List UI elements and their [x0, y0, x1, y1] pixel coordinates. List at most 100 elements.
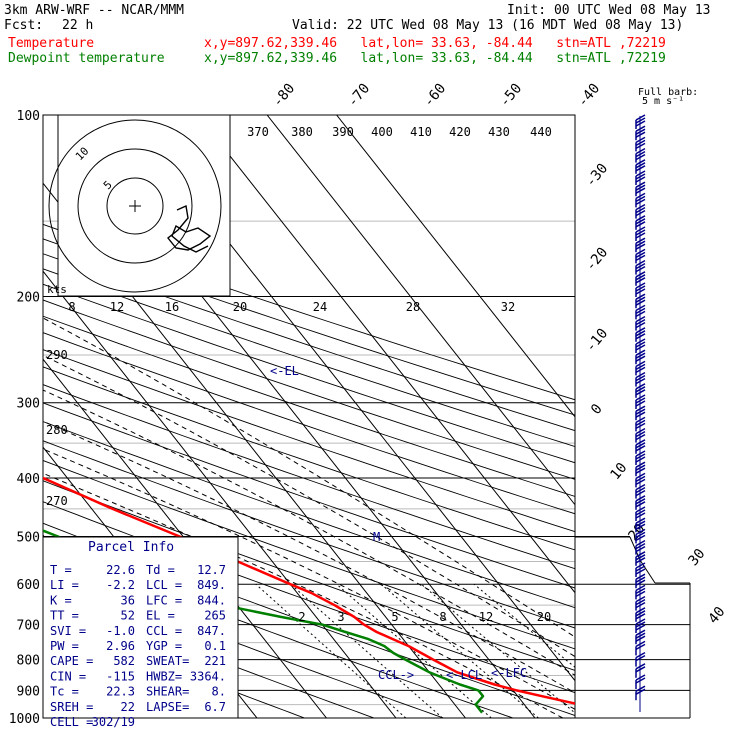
parcel-row-label-2: Td =: [146, 563, 175, 577]
theta-side-label: 270: [46, 494, 68, 508]
parcel-row-label: CAPE =: [50, 654, 93, 668]
parcel-row-value-2: 844.: [197, 593, 226, 607]
parcel-row-label-2: YGP =: [146, 639, 182, 653]
dry-adiabat-line: [43, 315, 575, 497]
parcel-row-label: T =: [50, 563, 72, 577]
theta-label: 430: [488, 125, 510, 139]
theta-label: 390: [332, 125, 354, 139]
moist-adiabat-line: [43, 317, 575, 638]
parcel-row-label-2: SWEAT=: [146, 654, 189, 668]
pressure-tick-label: 800: [17, 654, 40, 669]
isotherm-label: -80: [270, 81, 299, 111]
isotherm-line: [336, 115, 575, 418]
pressure-tick-label: 1000: [9, 712, 40, 727]
pressure-tick-label: 100: [17, 109, 40, 124]
parcel-row-label: TT =: [50, 609, 79, 623]
pressure-tick-label: 600: [17, 578, 40, 593]
moist-adiabat-line: [43, 354, 575, 658]
dry-adiabat-line: [43, 268, 575, 448]
parcel-row-value: -2.2: [106, 578, 135, 592]
parcel-row-label: CELL =: [50, 715, 93, 729]
wind-barbs: [635, 114, 646, 712]
dry-adiabat-line: [43, 402, 575, 589]
parcel-info-background: [42, 536, 239, 719]
temperature-legend-info: x,y=897.62,339.46 lat,lon= 33.63, -84.44…: [204, 36, 666, 51]
dry-adiabat-line: [43, 349, 575, 533]
parcel-row-value-2: 221: [204, 654, 226, 668]
pressure-tick-label: 200: [17, 291, 40, 306]
parcel-row-value: 52: [121, 609, 135, 623]
isotherm-label: 40: [705, 604, 728, 627]
parcel-row-value-2: 6.7: [204, 700, 226, 714]
parcel-info-box: Parcel Info T = 22.6 Td = 12.7 LI = -2.2 LCL = 8…: [42, 536, 239, 729]
mixing-ratio-line: [380, 583, 539, 718]
isotherm-line: [197, 115, 575, 594]
parcel-row-value: 582: [113, 654, 135, 668]
hodograph-speed-tick: 32: [501, 300, 515, 314]
mixing-ratio-label: 12: [479, 610, 493, 624]
hodograph-trace: [167, 204, 212, 253]
dry-adiabat-line: [43, 299, 575, 480]
parcel-row-label: CIN =: [50, 669, 86, 683]
isotherm-label: -20: [583, 245, 612, 275]
hodograph-speed-tick: 12: [110, 300, 124, 314]
lfc-annotation: <-LFC: [491, 666, 527, 680]
diagram-frame: [42, 114, 691, 719]
isotherm-label: 10: [607, 460, 630, 483]
barb-legend-title: Full barb:: [638, 87, 698, 98]
parcel-row-label-2: SHEAR=: [146, 685, 189, 699]
parcel-row-label: LI =: [50, 578, 79, 592]
dry-adiabat-line: [43, 591, 375, 718]
isotherm-label: -10: [583, 326, 612, 356]
theta-label: 420: [449, 125, 471, 139]
isotherm-label: -70: [345, 81, 374, 111]
parcel-row-label-2: LCL =: [146, 578, 182, 592]
parcel-row-label-2: EL =: [146, 609, 175, 623]
temperature-legend-label: Temperature: [8, 36, 95, 51]
theta-label: 410: [410, 125, 432, 139]
dry-adiabat-line: [43, 332, 575, 515]
pressure-tick-label: 700: [17, 619, 40, 634]
parcel-row-value: 22: [121, 700, 135, 714]
hodograph-ring: [106, 177, 164, 235]
dry-adiabat-line: [43, 283, 575, 464]
parcel-row-value-2: 265: [204, 609, 226, 623]
hodograph-speed-tick: 20: [233, 300, 247, 314]
moist-adiabat-line: [43, 420, 575, 694]
isotherm-line: [266, 115, 575, 506]
plot-border: [42, 114, 576, 719]
barb-legend-units: 5 m s⁻¹: [642, 96, 684, 107]
dewpoint-legend-info: x,y=897.62,339.46 lat,lon= 33.63, -84.44…: [204, 51, 666, 66]
dry-adiabat-line: [43, 480, 575, 671]
ccl-annotation: CCL->: [378, 668, 414, 682]
dry-adiabat-line: [43, 567, 444, 718]
parcel-row-label-2: HWBZ=: [146, 669, 182, 683]
dewpoint-legend-label: Dewpoint temperature: [8, 51, 165, 66]
dry-adiabat-line: [43, 238, 575, 416]
hodograph-speed-tick: 16: [165, 300, 179, 314]
pressure-tick-label: 300: [17, 397, 40, 412]
parcel-row-value-2: 3364.: [190, 669, 226, 683]
parcel-row-label-2: LFC =: [146, 593, 182, 607]
mixing-ratio-line: [290, 583, 443, 718]
parcel-row-value: 302/19: [92, 715, 135, 729]
hodograph-speed-tick: 28: [406, 300, 420, 314]
dry-adiabat-line: [43, 253, 575, 432]
parcel-row-value: 22.6: [106, 563, 135, 577]
parcel-row-value: -115: [106, 669, 135, 683]
parcel-row-label: K =: [50, 593, 72, 607]
hodograph-speed-tick: 24: [313, 300, 327, 314]
moist-adiabat-line: [43, 389, 575, 676]
parcel-row-value-2: 8.: [212, 685, 226, 699]
init-time: Init: 00 UTC Wed 08 May 13: [507, 3, 711, 18]
parcel-row-label: PW =: [50, 639, 79, 653]
mixing-ratio-line: [420, 583, 575, 714]
theta-label: 440: [530, 125, 552, 139]
parcel-row-label: SVI =: [50, 624, 86, 638]
theta-label: 370: [247, 125, 269, 139]
forecast-label: Fcst:: [4, 18, 44, 33]
pressure-tick-label: 900: [17, 684, 40, 699]
hodograph-speed-tick: 8: [68, 300, 75, 314]
